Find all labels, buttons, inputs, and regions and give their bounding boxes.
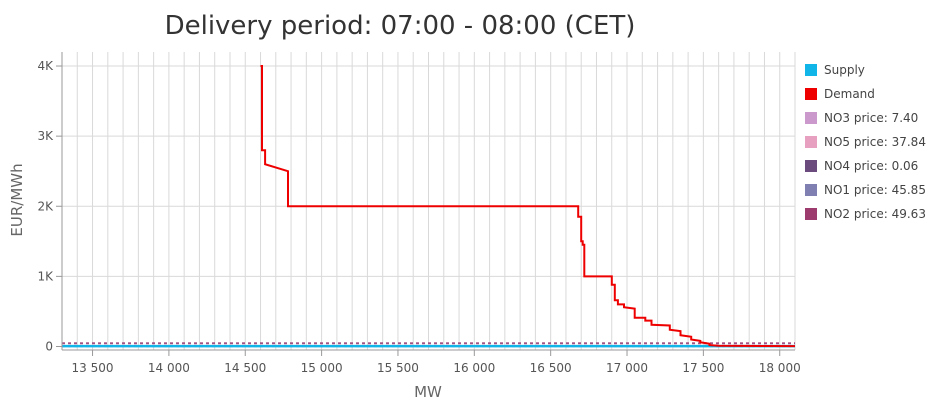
x-tick-label: 17 000 <box>606 361 648 375</box>
legend-label: Supply <box>824 63 865 77</box>
x-tick-label: 14 000 <box>148 361 190 375</box>
x-axis-label: MW <box>414 383 442 401</box>
y-tick-label: 0 <box>45 339 53 353</box>
x-axis-ticks: 13 500 14 000 14 500 15 000 15 500 16 000 16 5… <box>72 350 801 375</box>
legend-swatch <box>805 112 817 124</box>
y-tick-label: 1K <box>37 269 54 283</box>
y-axis-label: EUR/MWh <box>8 163 26 236</box>
legend: Supply Demand NO3 price: 7.40 NO5 price: 37… <box>805 63 926 221</box>
x-tick-label: 15 000 <box>301 361 343 375</box>
x-tick-label: 16 000 <box>453 361 495 375</box>
legend-label: NO5 price: 37.84 <box>824 135 926 149</box>
legend-label: NO2 price: 49.63 <box>824 207 926 221</box>
y-tick-label: 3K <box>37 129 54 143</box>
y-axis-ticks: 0 1K 2K 3K 4K <box>37 59 62 353</box>
y-tick-label: 4K <box>37 59 54 73</box>
legend-swatch <box>805 64 817 76</box>
legend-label: Demand <box>824 87 875 101</box>
x-tick-label: 17 500 <box>682 361 724 375</box>
x-tick-label: 13 500 <box>72 361 114 375</box>
y-tick-label: 2K <box>37 199 54 213</box>
legend-swatch <box>805 88 817 100</box>
chart-title: Delivery period: 07:00 - 08:00 (CET) <box>165 11 636 41</box>
legend-swatch <box>805 136 817 148</box>
legend-swatch <box>805 184 817 196</box>
axes <box>61 52 795 351</box>
legend-swatch <box>805 208 817 220</box>
series-lines <box>62 65 796 348</box>
x-tick-label: 18 000 <box>759 361 801 375</box>
legend-label: NO1 price: 45.85 <box>824 183 926 197</box>
x-tick-label: 14 500 <box>224 361 266 375</box>
legend-swatch <box>805 160 817 172</box>
x-tick-label: 15 500 <box>377 361 419 375</box>
legend-label: NO3 price: 7.40 <box>824 111 918 125</box>
demand-line <box>260 65 796 348</box>
legend-label: NO4 price: 0.06 <box>824 159 918 173</box>
x-tick-label: 16 500 <box>530 361 572 375</box>
grid <box>61 52 796 350</box>
